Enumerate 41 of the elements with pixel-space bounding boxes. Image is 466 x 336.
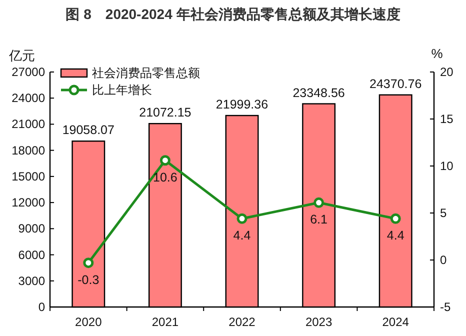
y-axis-title: 亿元 xyxy=(8,48,35,63)
y-tick-label: 3000 xyxy=(18,274,46,288)
legend-label: 比上年增长 xyxy=(92,83,152,97)
x-tick-label: 2024 xyxy=(382,315,410,329)
y-tick-label: 24000 xyxy=(12,91,46,106)
x-tick-label: 2022 xyxy=(228,315,256,329)
point xyxy=(236,213,248,224)
data-label: 23348.56 xyxy=(292,86,345,100)
data-label: 4.4 xyxy=(233,228,251,243)
point xyxy=(390,213,401,224)
y2-tick-label: 0 xyxy=(440,253,447,267)
y-tick-label: 15000 xyxy=(12,169,46,184)
chart-title: 图 8 2020-2024 年社会消费品零售总额及其增长速度 xyxy=(66,6,400,22)
y2-tick-label: 5 xyxy=(440,206,447,220)
y-tick-label: 9000 xyxy=(18,222,46,236)
data-label: 21999.36 xyxy=(216,98,268,112)
y2-axis-title: % xyxy=(431,46,444,61)
legend-label: 社会消费品零售总额 xyxy=(92,66,200,80)
data-label: 21072.15 xyxy=(139,106,192,120)
y-tick-label: 12000 xyxy=(12,196,46,210)
data-label: 10.6 xyxy=(153,170,178,184)
data-label: -0.3 xyxy=(78,272,100,287)
y-tick-label: 6000 xyxy=(18,248,46,262)
y2-tick-label: 20 xyxy=(440,65,454,79)
data-label: 24370.76 xyxy=(370,76,422,91)
x-tick-label: 2023 xyxy=(305,315,332,329)
data-label: 6.1 xyxy=(310,212,328,227)
point xyxy=(83,258,94,268)
y-tick-label: 18000 xyxy=(12,143,46,158)
x-tick-label: 2021 xyxy=(152,315,179,329)
data-label: 19058.07 xyxy=(62,123,115,138)
point xyxy=(160,155,170,166)
y2-tick-label: -5 xyxy=(440,300,451,314)
point xyxy=(314,197,324,208)
y-tick-label: 21000 xyxy=(12,117,46,132)
data-label: 4.4 xyxy=(386,228,404,243)
x-tick-label: 2020 xyxy=(75,315,102,329)
y-tick-label: 0 xyxy=(38,300,46,314)
y-tick-label: 27000 xyxy=(12,65,46,79)
y2-tick-label: 15 xyxy=(440,112,454,126)
y2-tick-label: 10 xyxy=(440,159,454,173)
